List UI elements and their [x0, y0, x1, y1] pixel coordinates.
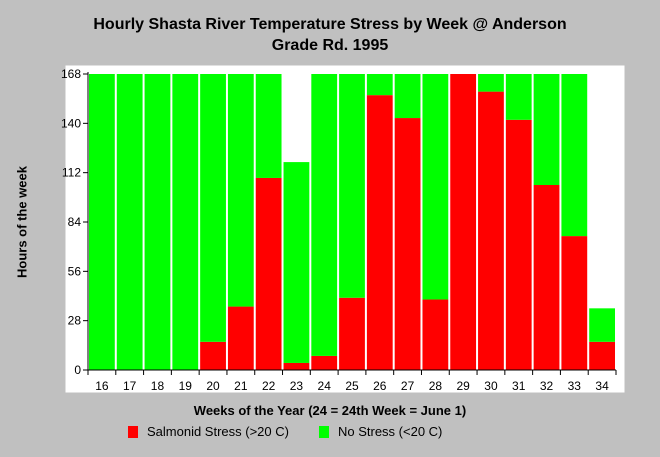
chart-title: Hourly Shasta River Temperature Stress b… [0, 14, 660, 56]
bar-no-stress-week-26 [366, 74, 393, 96]
bar-no-stress-week-27 [394, 74, 421, 119]
x-tick-label: 21 [234, 379, 248, 393]
x-tick-label: 34 [595, 379, 609, 393]
bar-stress-week-27 [394, 118, 421, 370]
x-tick-label: 29 [456, 379, 470, 393]
bar-stress-week-30 [478, 91, 504, 370]
bar-stress-week-29 [450, 74, 477, 370]
bar-no-stress-week-34 [589, 308, 615, 342]
legend-swatch-stress [128, 425, 138, 438]
bar-no-stress-week-23 [283, 162, 310, 363]
bar-stress-week-33 [561, 236, 588, 370]
bar-stress-week-34 [589, 341, 615, 370]
y-tick-label: 168 [61, 67, 81, 81]
x-tick-label: 19 [179, 379, 193, 393]
legend: Salmonid Stress (>20 C) No Stress (<20 C… [128, 424, 472, 439]
x-tick-label: 23 [290, 379, 304, 393]
bar-stress-week-26 [366, 95, 393, 371]
bar-no-stress-week-17 [116, 74, 143, 370]
bar-no-stress-week-19 [172, 74, 199, 370]
bar-stress-week-31 [505, 119, 532, 370]
x-tick-label: 16 [95, 379, 109, 393]
y-tick-label: 28 [68, 314, 82, 328]
legend-label-no-stress: No Stress (<20 C) [337, 424, 443, 439]
y-axis-label: Hours of the week [14, 166, 30, 278]
x-tick-label: 31 [512, 379, 526, 393]
x-axis: 16 17 18 19 20 21 22 23 24 25 26 27 28 29 30 31 32 33 34 [87, 369, 617, 393]
bar-no-stress-week-28 [422, 74, 449, 300]
bar-no-stress-week-21 [227, 74, 254, 307]
legend-label-stress: Salmonid Stress (>20 C) [147, 424, 289, 439]
x-tick-label: 28 [429, 379, 443, 393]
bar-no-stress-week-30 [478, 74, 504, 92]
bar-stress-week-23 [283, 362, 310, 370]
legend-swatch-no-stress [318, 425, 329, 438]
y-tick-label: 140 [61, 116, 81, 130]
bar-stress-week-25 [339, 297, 365, 370]
legend-item-no-stress: No Stress (<20 C) [318, 424, 443, 439]
bar-no-stress-week-25 [339, 74, 365, 298]
x-tick-label: 33 [568, 379, 582, 393]
x-axis-label: Weeks of the Year (24 = 24th Week = June… [193, 403, 467, 418]
bar-no-stress-week-18 [144, 74, 171, 370]
bar-no-stress-week-24 [311, 74, 338, 356]
legend-item-stress: Salmonid Stress (>20 C) [128, 424, 289, 439]
y-tick-label: 56 [68, 264, 82, 278]
chart-title-line2: Grade Rd. 1995 [271, 37, 389, 54]
bar-stress-week-24 [311, 355, 338, 370]
y-tick-label: 112 [62, 166, 81, 180]
bar-no-stress-week-33 [561, 74, 588, 237]
bar-stress-week-20 [200, 341, 226, 370]
x-tick-label: 24 [318, 379, 332, 393]
bar-no-stress-week-32 [533, 74, 560, 185]
y-tick-label: 84 [68, 215, 82, 229]
y-tick-label: 0 [74, 363, 81, 377]
y-axis: 0 28 56 84 112 140 168 [61, 67, 89, 377]
x-tick-label: 30 [484, 379, 498, 393]
bars-group [89, 74, 615, 371]
x-tick-label: 25 [345, 379, 359, 393]
bar-no-stress-week-31 [505, 74, 532, 120]
bar-stress-week-28 [422, 299, 449, 370]
x-tick-label: 32 [540, 379, 554, 393]
bar-no-stress-week-22 [255, 74, 282, 178]
bar-no-stress-week-20 [200, 74, 226, 342]
bar-no-stress-week-16 [89, 74, 115, 370]
x-tick-label: 20 [206, 379, 220, 393]
x-tick-label: 18 [151, 379, 165, 393]
x-tick-label: 26 [373, 379, 387, 393]
bar-stress-week-32 [533, 185, 560, 370]
x-tick-label: 17 [123, 379, 137, 393]
bar-stress-week-22 [255, 177, 282, 370]
x-tick-label: 22 [262, 379, 276, 393]
bar-stress-week-21 [227, 306, 254, 370]
x-tick-label: 27 [401, 379, 415, 393]
chart-title-line1: Hourly Shasta River Temperature Stress b… [93, 16, 567, 33]
